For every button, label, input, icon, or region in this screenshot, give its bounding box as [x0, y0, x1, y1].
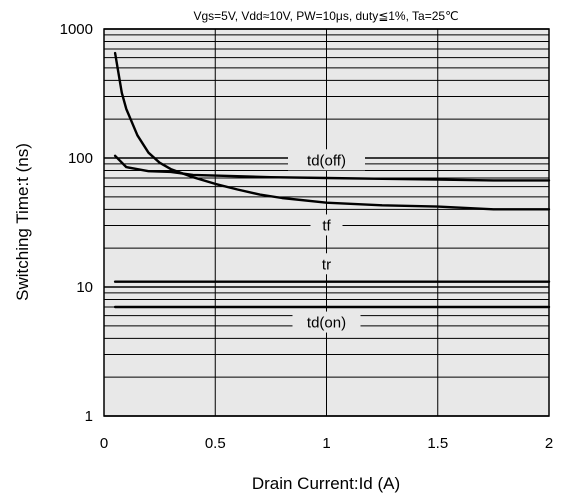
series-line	[113, 51, 551, 211]
series-layer	[113, 51, 551, 309]
x-tick-label: 1	[322, 435, 330, 452]
x-axis-label: Drain Current:Id (A)	[252, 474, 400, 493]
y-tick-label: 1000	[60, 21, 93, 38]
series-label-bg	[288, 149, 365, 171]
series-labels: td(off) tf tr td(on)	[288, 149, 365, 333]
series-label: td(off)	[307, 152, 346, 169]
series-label: td(on)	[307, 315, 346, 332]
conditions-label: Vgs=5V, Vdd≈10V, PW=10μs, duty≦1%, Ta=25…	[193, 9, 458, 23]
y-tick-label: 1	[85, 408, 93, 425]
y-axis-label: Switching Time:t (ns)	[13, 143, 32, 301]
x-tick-label: 0.5	[205, 435, 226, 452]
y-tick-label: 100	[68, 150, 93, 167]
series-label: tf	[322, 217, 331, 234]
series-line	[113, 154, 551, 182]
x-tick-label: 2	[545, 435, 553, 452]
tick-labels: 0 0.5 1 1.5 2 1 10 100 1000	[60, 21, 554, 452]
plot-frame	[103, 28, 550, 417]
x-tick-label: 0	[100, 435, 108, 452]
series-label-bg	[310, 214, 343, 236]
series-label-bg	[292, 311, 361, 333]
y-tick-label: 10	[76, 279, 93, 296]
series-label-bg	[310, 253, 343, 275]
x-tick-label: 1.5	[427, 435, 448, 452]
series-label: tr	[322, 256, 331, 273]
